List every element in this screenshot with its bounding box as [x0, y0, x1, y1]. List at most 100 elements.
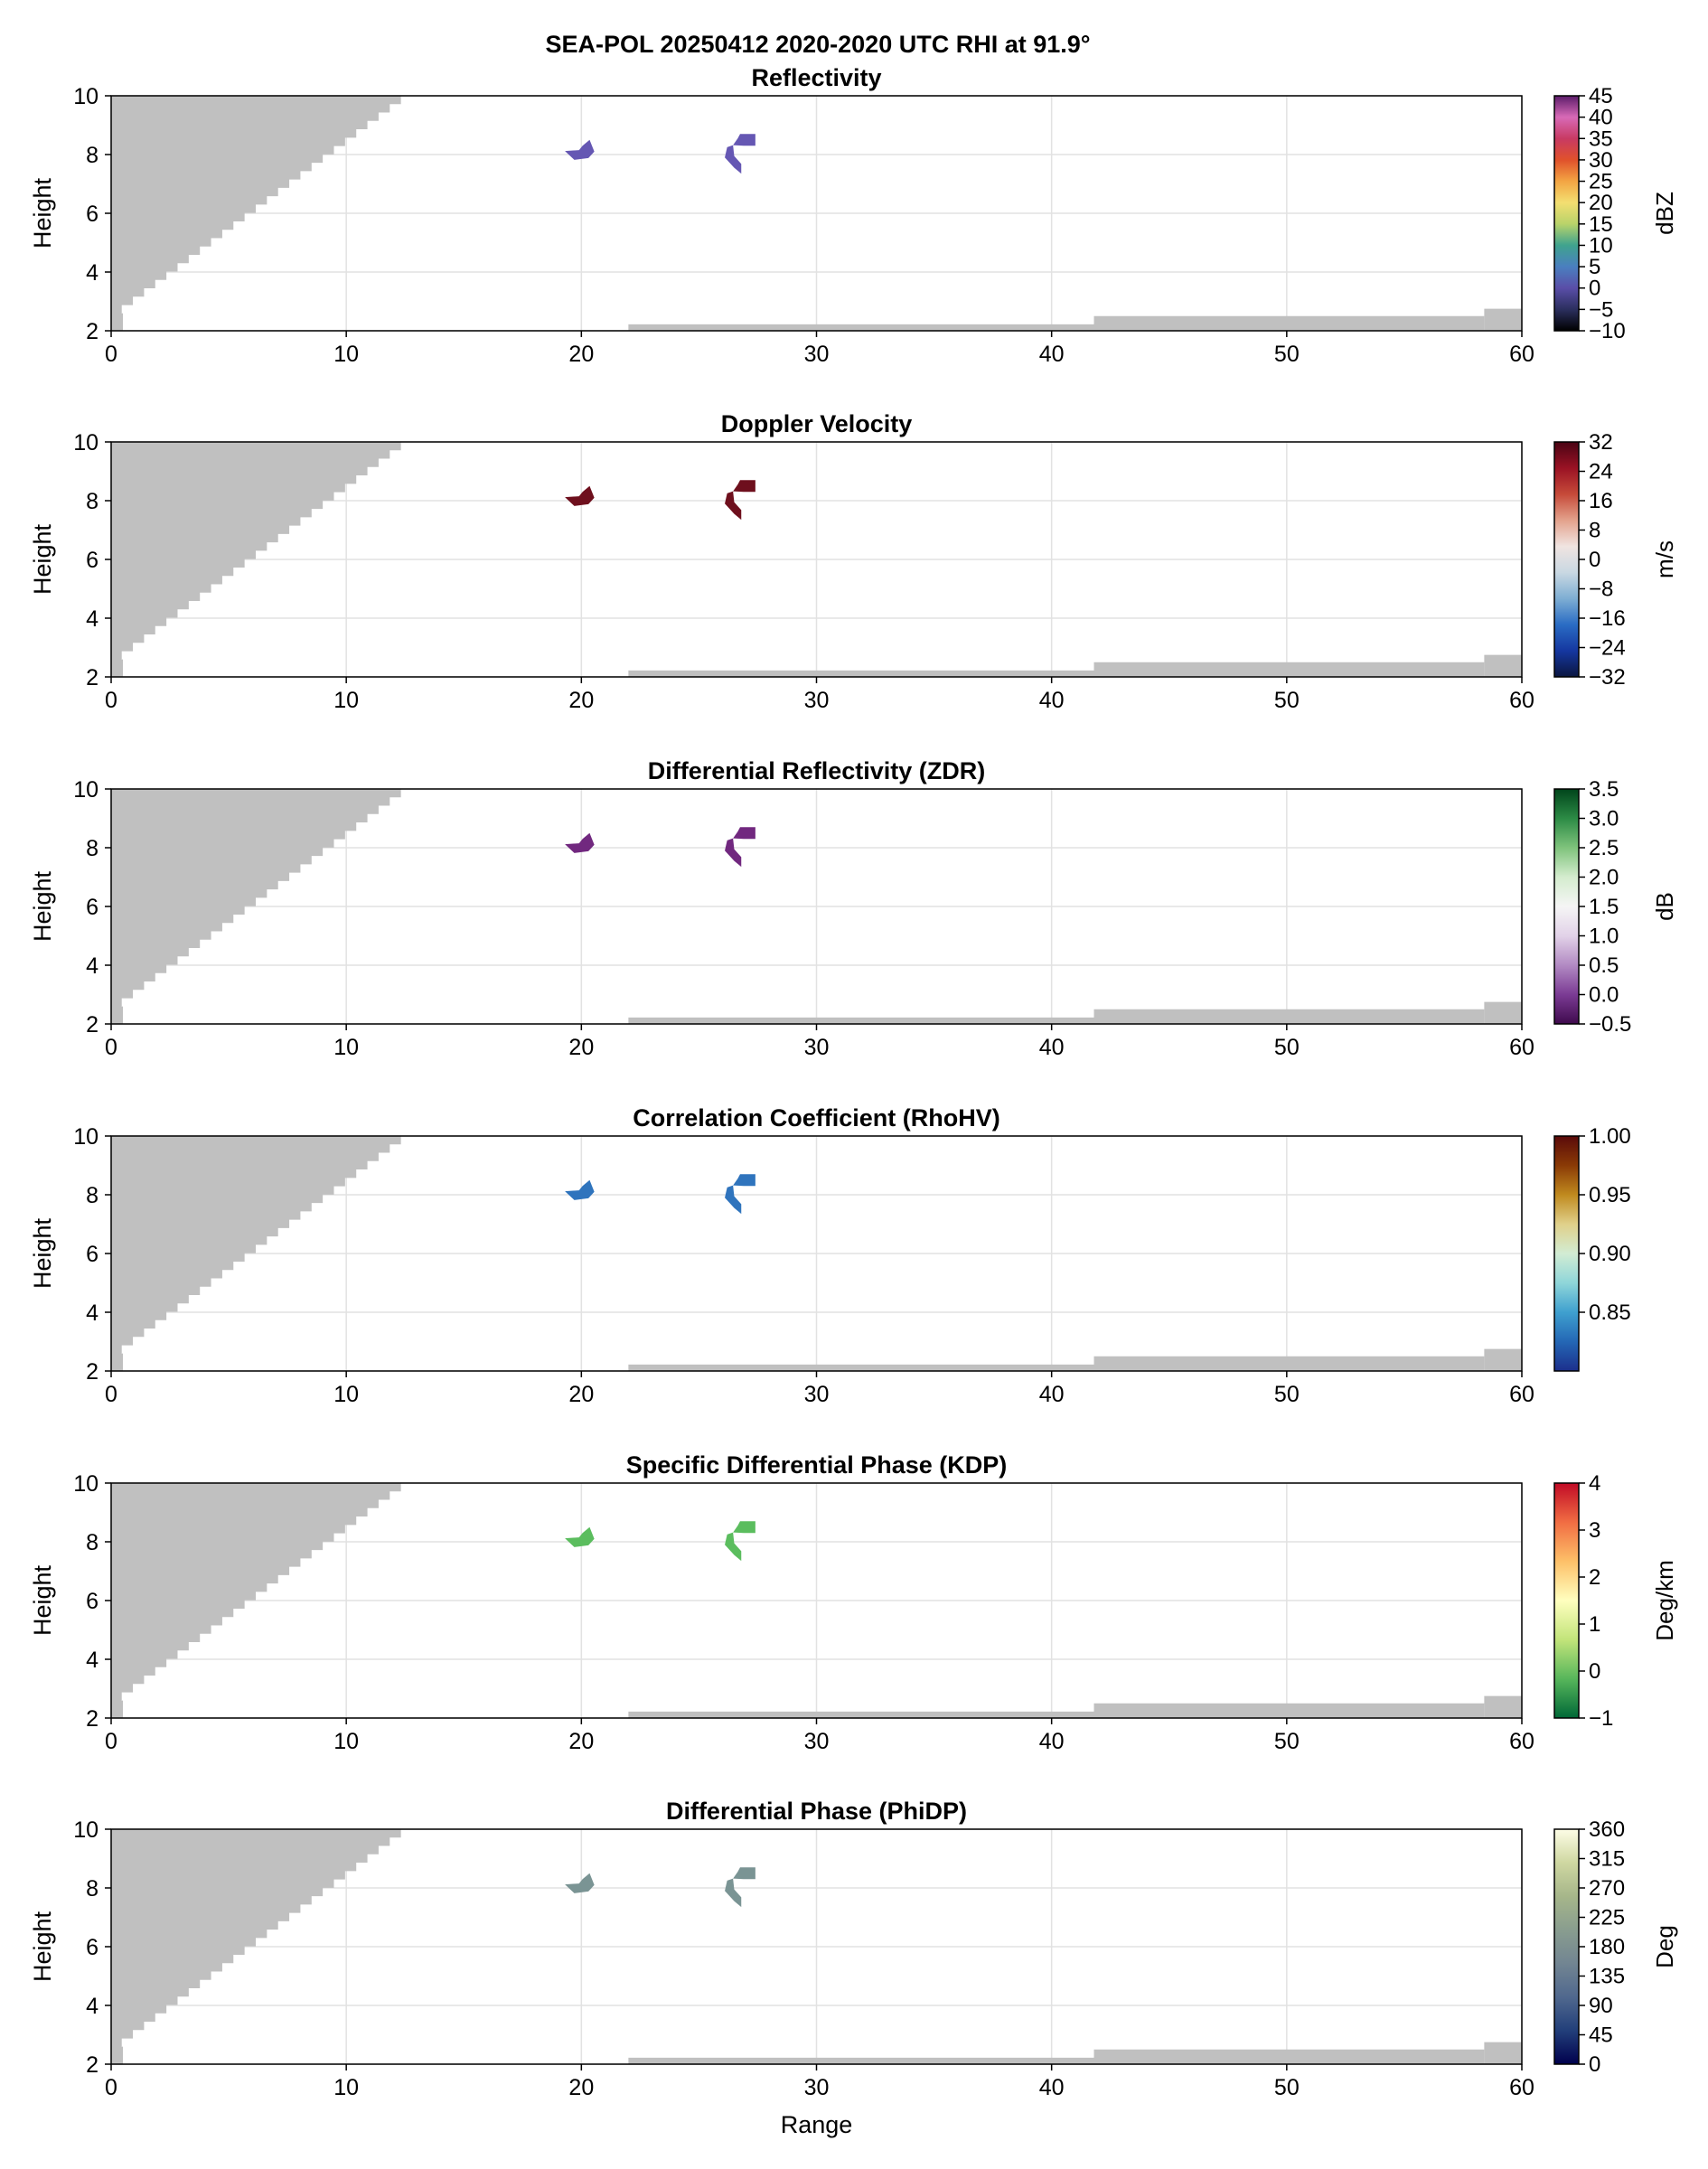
- panel: Specific Differential Phase (KDP)0 10 20 30…: [29, 1451, 1678, 1754]
- x-tick-label: 40: [1039, 2075, 1065, 2100]
- y-tick-label: 10: [73, 777, 99, 803]
- colorbar: [1553, 95, 1580, 332]
- y-axis-label: Height: [29, 870, 56, 942]
- x-tick-label: 10: [333, 342, 359, 367]
- y-tick-label: 2: [86, 1706, 99, 1732]
- x-tick-label: 40: [1039, 688, 1065, 713]
- y-axis-label: Height: [29, 1217, 56, 1289]
- colorbar-tick-label: 16: [1589, 489, 1613, 513]
- colorbar-unit-label: Deg/km: [1651, 1560, 1678, 1641]
- echo-patch: [565, 139, 595, 160]
- x-tick-label: 20: [568, 1035, 594, 1060]
- colorbar-tick-label: −1: [1589, 1706, 1613, 1731]
- colorbar-tick-label: 315: [1589, 1847, 1625, 1872]
- x-tick-label: 10: [333, 1729, 359, 1754]
- ground-clutter-strip: [1484, 308, 1522, 331]
- figure-suptitle: SEA-POL 20250412 2020-2020 UTC RHI at 91…: [545, 31, 1090, 58]
- x-tick-label: 20: [568, 342, 594, 367]
- colorbar-tick-label: 30: [1589, 148, 1613, 173]
- x-tick-label: 0: [105, 688, 117, 713]
- y-axis-label: Height: [29, 1564, 56, 1636]
- panel-title: Doppler Velocity: [721, 410, 913, 437]
- x-tick-label: 60: [1509, 1382, 1534, 1407]
- colorbar-tick-label: −24: [1589, 636, 1626, 661]
- x-tick-label: 30: [804, 688, 830, 713]
- echo-patch: [565, 1179, 595, 1200]
- blocked-region: [111, 442, 413, 677]
- x-tick-label: 40: [1039, 1035, 1065, 1060]
- ground-clutter-strip: [628, 1711, 1094, 1718]
- y-tick-label: 2: [86, 319, 99, 344]
- y-tick-label: 8: [86, 836, 99, 861]
- ground-clutter-strip: [1093, 1703, 1485, 1718]
- colorbar-tick-label: 1.00: [1589, 1124, 1631, 1149]
- ground-clutter-strip: [628, 670, 1094, 677]
- colorbar-unit-label: dB: [1651, 892, 1678, 921]
- x-tick-label: 10: [333, 688, 359, 713]
- echo-patch: [725, 1185, 742, 1215]
- panel-title: Differential Phase (PhiDP): [666, 1798, 967, 1825]
- panel-title: Reflectivity: [751, 64, 881, 91]
- y-tick-label: 6: [86, 202, 99, 227]
- echo-patch: [725, 145, 742, 174]
- colorbar-tick-label: 15: [1589, 212, 1613, 237]
- colorbar-tick-label: 35: [1589, 127, 1613, 151]
- y-axis-label: Height: [29, 1911, 56, 1982]
- ground-clutter-strip: [1093, 315, 1485, 331]
- ground-clutter-strip: [1093, 662, 1485, 677]
- y-tick-label: 8: [86, 143, 99, 168]
- y-tick-label: 10: [73, 1817, 99, 1843]
- colorbar-tick-label: 45: [1589, 2023, 1613, 2048]
- panel: Correlation Coefficient (RhoHV)0 10 20 30 40…: [29, 1104, 1631, 1407]
- colorbar-tick-label: 3.5: [1589, 777, 1619, 802]
- echo-patch: [725, 1878, 742, 1908]
- ground-clutter-strip: [1093, 2049, 1485, 2064]
- colorbar-unit-label: dBZ: [1651, 192, 1678, 235]
- x-tick-label: 30: [804, 1035, 830, 1060]
- echo-patch: [725, 838, 742, 868]
- panel: Differential Phase (PhiDP)0 10 20 30 40 50 602…: [29, 1798, 1678, 2138]
- echo-patch: [733, 134, 755, 146]
- colorbar-tick-label: 270: [1589, 1876, 1625, 1901]
- colorbar-tick-label: 25: [1589, 170, 1613, 194]
- colorbar-tick-label: −8: [1589, 577, 1613, 602]
- ground-clutter-strip: [628, 324, 1094, 331]
- ground-clutter-strip: [1484, 2042, 1522, 2064]
- ground-clutter-strip: [1093, 1356, 1485, 1371]
- colorbar-tick-label: 10: [1589, 233, 1613, 258]
- echo-patch: [733, 827, 755, 840]
- y-tick-label: 4: [86, 953, 99, 979]
- colorbar: [1553, 441, 1580, 678]
- x-tick-label: 60: [1509, 688, 1534, 713]
- x-tick-label: 20: [568, 1729, 594, 1754]
- x-tick-label: 10: [333, 1035, 359, 1060]
- panel-title: Correlation Coefficient (RhoHV): [633, 1104, 1000, 1131]
- y-tick-label: 10: [73, 84, 99, 109]
- y-tick-label: 4: [86, 606, 99, 632]
- y-tick-label: 8: [86, 1876, 99, 1901]
- panel-title: Differential Reflectivity (ZDR): [648, 757, 986, 784]
- x-tick-label: 0: [105, 1035, 117, 1060]
- y-tick-label: 4: [86, 1300, 99, 1326]
- colorbar-tick-label: 180: [1589, 1935, 1625, 1959]
- colorbar-tick-label: 40: [1589, 106, 1613, 130]
- echo-patch: [565, 485, 595, 506]
- y-tick-label: 6: [86, 548, 99, 573]
- colorbar-tick-label: 360: [1589, 1817, 1625, 1842]
- colorbar: [1553, 1828, 1580, 2065]
- colorbar: [1553, 1482, 1580, 1719]
- x-tick-label: 50: [1274, 1382, 1300, 1407]
- colorbar-tick-label: 20: [1589, 191, 1613, 215]
- colorbar-tick-label: 135: [1589, 1965, 1625, 1989]
- x-tick-label: 30: [804, 1729, 830, 1754]
- y-tick-label: 4: [86, 1648, 99, 1673]
- colorbar-tick-label: 0.5: [1589, 953, 1619, 978]
- y-tick-label: 2: [86, 1359, 99, 1385]
- ground-clutter-strip: [1484, 1695, 1522, 1718]
- y-tick-label: 10: [73, 430, 99, 455]
- colorbar-unit-label: Deg: [1651, 1925, 1678, 1968]
- x-tick-label: 20: [568, 688, 594, 713]
- y-tick-label: 8: [86, 1183, 99, 1208]
